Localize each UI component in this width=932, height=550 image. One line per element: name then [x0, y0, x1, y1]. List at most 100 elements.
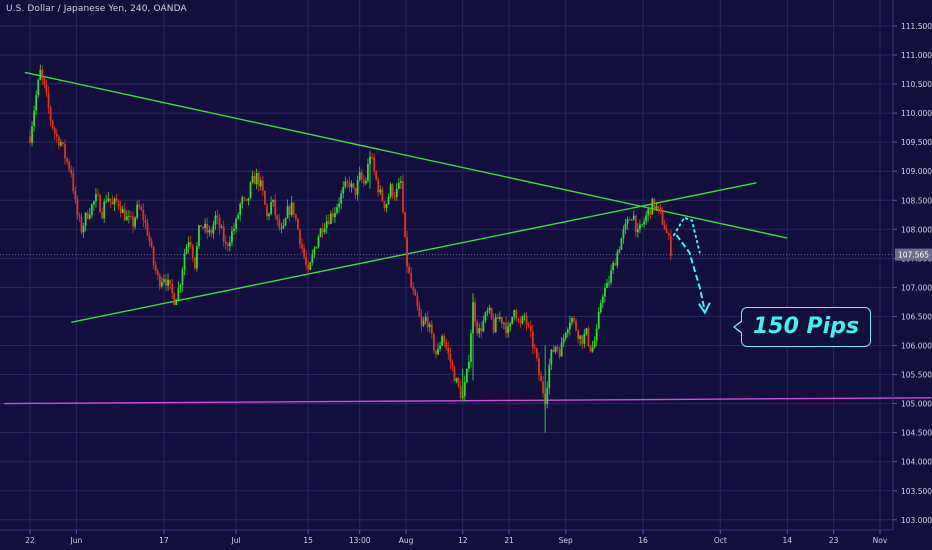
candle — [428, 322, 431, 333]
candle — [470, 329, 472, 368]
candle — [103, 198, 106, 224]
candle — [95, 187, 97, 208]
candle — [404, 211, 406, 238]
candle-body — [649, 208, 652, 215]
candle-body — [622, 229, 625, 239]
candle — [247, 197, 250, 206]
candle — [62, 141, 64, 147]
trendline-lower-support[interactable] — [71, 182, 757, 323]
candle — [70, 165, 73, 178]
candle-body — [443, 336, 446, 343]
candle-body — [255, 173, 258, 185]
candle-body — [299, 229, 301, 245]
trendlines[interactable] — [4, 71, 932, 405]
candle — [397, 178, 400, 190]
candle — [264, 190, 266, 206]
current-price-label: 107.565 — [898, 251, 929, 260]
candle-body — [505, 323, 507, 334]
candle — [420, 309, 423, 332]
candle-body — [408, 266, 411, 273]
candle-body — [123, 209, 126, 221]
candle-body — [74, 190, 77, 200]
candle — [616, 248, 619, 269]
time-tick-label: 21 — [504, 536, 514, 545]
candle — [622, 225, 625, 244]
candle-body — [317, 236, 320, 247]
candle-body — [185, 246, 188, 254]
candle-body — [325, 221, 328, 229]
candle — [511, 316, 514, 325]
candle — [41, 66, 44, 85]
candle-body — [109, 198, 112, 202]
candle — [575, 318, 577, 332]
candle — [282, 219, 285, 230]
candle — [639, 219, 641, 233]
candle-body — [573, 318, 575, 321]
candle — [332, 208, 334, 223]
candle-body — [55, 133, 58, 137]
candle-body — [492, 319, 495, 333]
candle — [251, 171, 254, 184]
candle-body — [257, 173, 260, 187]
candle-body — [575, 320, 577, 331]
candle — [342, 181, 345, 199]
candle-body — [529, 325, 532, 332]
pips-callout[interactable]: 150 Pips — [733, 307, 871, 347]
candle-body — [171, 283, 174, 294]
trendline-horizontal-support[interactable] — [4, 397, 932, 405]
candle-body — [226, 243, 229, 246]
candle-body — [362, 179, 365, 184]
candle-body — [406, 236, 408, 267]
candle — [29, 129, 31, 145]
candle-body — [657, 206, 660, 208]
candle — [154, 260, 157, 275]
candle-body — [470, 333, 472, 362]
candle-body — [95, 194, 97, 202]
candle — [531, 324, 534, 355]
candle-body — [430, 324, 433, 335]
candle — [280, 222, 283, 234]
candle — [35, 90, 38, 116]
candle-body — [496, 317, 499, 320]
candle-body — [379, 189, 382, 193]
candle-body — [606, 282, 608, 288]
candle — [556, 344, 559, 353]
candle — [146, 218, 149, 237]
candle-body — [37, 80, 40, 96]
candle — [354, 187, 357, 199]
candle — [391, 182, 394, 199]
candle — [492, 313, 495, 335]
candle — [33, 105, 36, 132]
candle — [134, 216, 136, 230]
candle-body — [243, 197, 246, 199]
candle — [634, 215, 637, 237]
candle — [299, 228, 301, 249]
candle-body — [268, 213, 270, 217]
candle-body — [115, 198, 118, 201]
price-axis[interactable]: 111.500 111.000 110.500 110.000 109.500 109.0… — [892, 0, 932, 530]
candle — [200, 225, 202, 228]
candle-body — [107, 198, 110, 202]
candle — [525, 312, 528, 331]
candle — [552, 344, 555, 353]
candle-body — [531, 331, 534, 348]
candle-body — [140, 206, 143, 211]
candle — [45, 79, 48, 98]
current-price-badge[interactable] — [895, 248, 932, 261]
candle — [239, 202, 242, 222]
candle-body — [418, 306, 421, 317]
candle-body — [84, 212, 87, 226]
candle-body — [628, 219, 631, 221]
candle — [367, 158, 369, 183]
candle-body — [191, 245, 194, 258]
time-axis[interactable]: 22 Jun 17 Jul 15 13:00 Aug 12 21 Sep 16 Oct 14 23 Nov — [0, 529, 893, 545]
candle — [92, 200, 95, 211]
candle — [158, 272, 161, 291]
candle-body — [165, 279, 167, 286]
price-tick-label: 109.500 — [901, 138, 932, 147]
candle-body — [608, 282, 610, 284]
candle-body — [441, 336, 444, 346]
candle — [185, 243, 188, 254]
candle — [160, 276, 163, 289]
